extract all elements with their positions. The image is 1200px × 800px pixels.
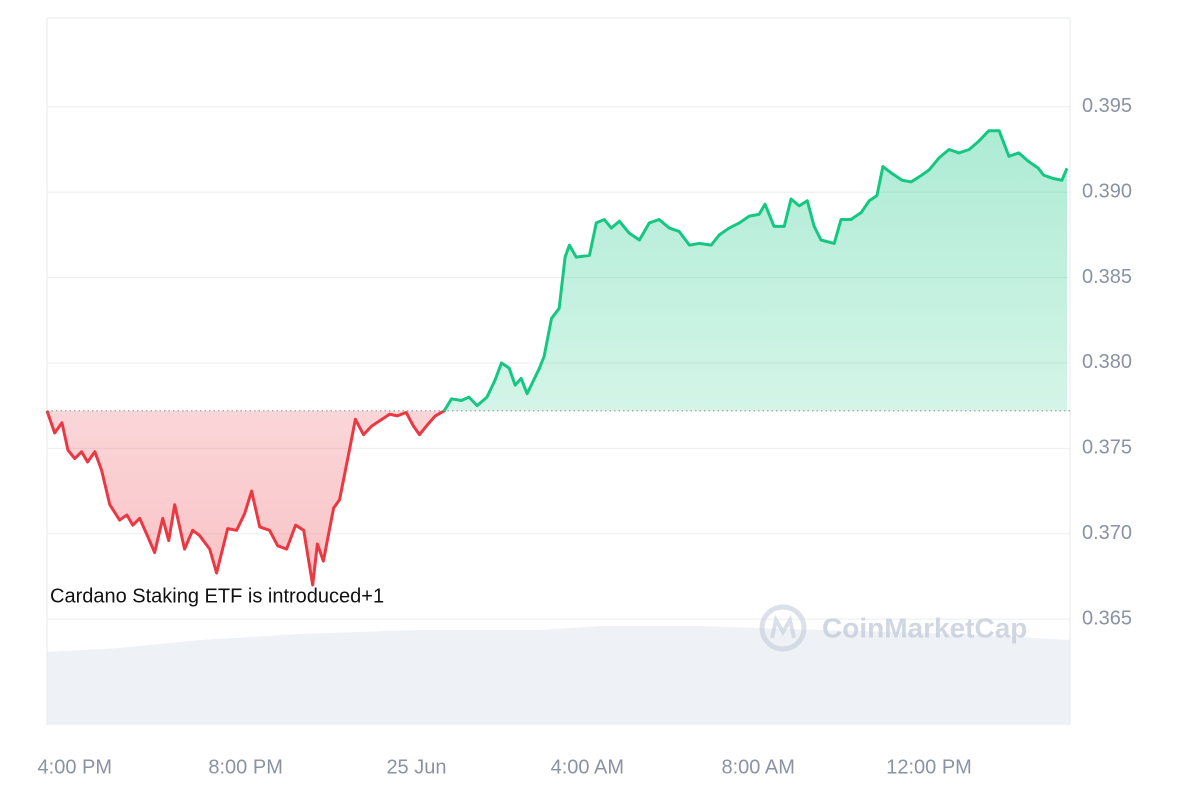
watermark-logo — [759, 604, 807, 652]
volume-backdrop — [47, 626, 1070, 725]
y-tick-label: 0.375 — [1082, 437, 1132, 459]
x-tick-label: 4:00 PM — [38, 756, 112, 778]
x-tick-label: 4:00 AM — [551, 756, 624, 778]
plot — [45, 129, 1070, 587]
y-tick-label: 0.395 — [1082, 95, 1132, 117]
y-tick-label: 0.385 — [1082, 266, 1132, 288]
y-tick-label: 0.380 — [1082, 351, 1132, 373]
annotation: Cardano Staking ETF is introduced+1 — [50, 585, 384, 607]
x-tick-label: 25 Jun — [386, 756, 446, 778]
x-tick-label: 12:00 PM — [886, 756, 972, 778]
watermark: CoinMarketCap — [822, 612, 1027, 643]
x-tick-label: 8:00 AM — [721, 756, 794, 778]
x-tick-label: 8:00 PM — [208, 756, 282, 778]
area-up — [444, 130, 1068, 411]
y-tick-label: 0.365 — [1082, 607, 1132, 629]
y-tick-label: 0.390 — [1082, 180, 1132, 202]
y-tick-label: 0.370 — [1082, 522, 1132, 544]
price-line — [45, 129, 1069, 587]
area-down — [47, 410, 1068, 585]
